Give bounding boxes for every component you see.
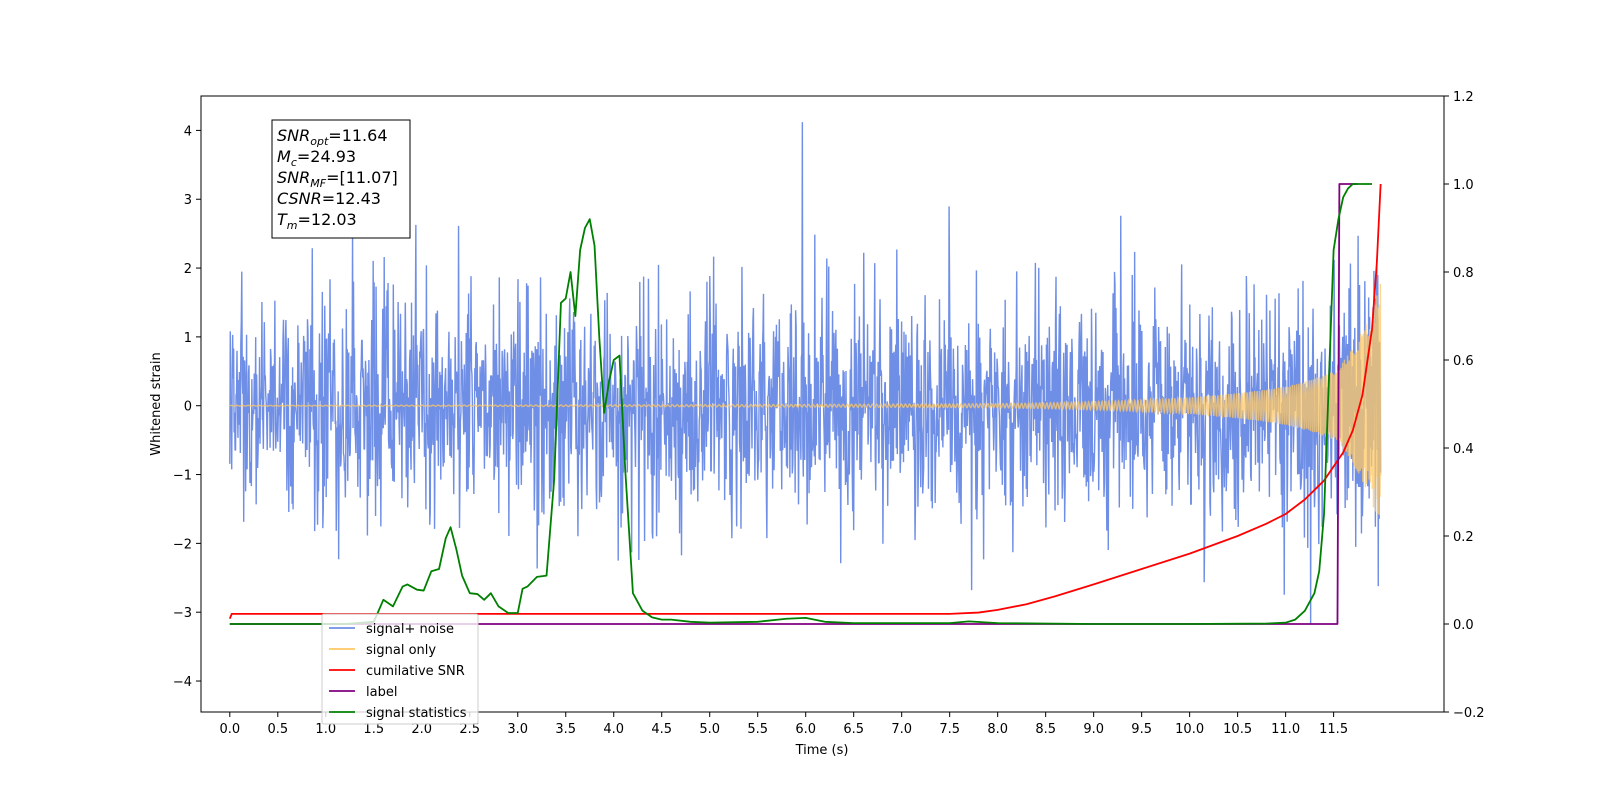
x-tick-label: 9.5 bbox=[1131, 722, 1152, 737]
x-tick-label: 6.5 bbox=[843, 722, 864, 737]
y-axis-right: −0.2 0.0 0.2 0.4 0.6 0.8 1.0 1.2 bbox=[1444, 90, 1485, 721]
x-tick-label: 7.5 bbox=[939, 722, 960, 737]
y-left-tick-label: −4 bbox=[173, 675, 192, 690]
y-right-tick-label: 0.4 bbox=[1453, 442, 1474, 457]
x-tick-label: 7.0 bbox=[891, 722, 912, 737]
x-tick-label: 8.5 bbox=[1035, 722, 1056, 737]
x-tick-label: 4.5 bbox=[651, 722, 672, 737]
legend-label: label bbox=[366, 685, 397, 700]
x-tick-label: 8.0 bbox=[987, 722, 1008, 737]
y-right-tick-label: 1.2 bbox=[1453, 90, 1474, 105]
series-signal-statistics-line bbox=[229, 183, 1373, 625]
x-tick-label: 11.5 bbox=[1319, 722, 1348, 737]
y-axis-label: Whitened strain bbox=[149, 352, 164, 455]
y-right-tick-label: 0.2 bbox=[1453, 530, 1474, 545]
y-left-tick-label: −1 bbox=[173, 469, 192, 484]
legend-label: signal+ noise bbox=[366, 622, 454, 637]
y-left-tick-label: 4 bbox=[184, 124, 192, 139]
annotation-line: Tm=12.03 bbox=[277, 210, 357, 232]
y-axis-left: −4 −3 −2 −1 0 1 2 3 4 bbox=[173, 124, 201, 690]
y-left-tick-label: 1 bbox=[184, 331, 192, 346]
x-tick-label: 2.5 bbox=[459, 722, 480, 737]
y-left-tick-label: 3 bbox=[184, 193, 192, 208]
series-signal-plus-noise-line bbox=[229, 122, 1382, 624]
legend-label: cumilative SNR bbox=[366, 664, 465, 679]
annotation-line: SNRopt=11.64 bbox=[277, 126, 388, 148]
y-left-tick-label: −2 bbox=[173, 537, 192, 552]
annotation-line: Mc=24.93 bbox=[277, 147, 356, 169]
plot-area bbox=[228, 122, 1382, 625]
x-tick-label: 1.0 bbox=[315, 722, 336, 737]
legend: signal+ noise signal only cumilative SNR la… bbox=[321, 613, 479, 725]
y-left-tick-label: 2 bbox=[184, 262, 192, 277]
x-tick-label: 11.0 bbox=[1271, 722, 1300, 737]
y-right-tick-label: 0.6 bbox=[1453, 354, 1474, 369]
x-tick-label: 5.5 bbox=[747, 722, 768, 737]
annotation-frame bbox=[271, 119, 411, 239]
x-axis: 0.0 0.5 1.0 1.5 2.0 2.5 3.0 3.5 4.0 4.5 5.0 5.5 6.0 6… bbox=[219, 712, 1348, 737]
y-left-tick-label: −3 bbox=[173, 606, 192, 621]
series-signal-only-line bbox=[229, 284, 1382, 516]
x-tick-label: 5.0 bbox=[699, 722, 720, 737]
y-right-tick-label: 1.0 bbox=[1453, 178, 1474, 193]
y-left-tick-label: 0 bbox=[184, 400, 192, 415]
x-tick-label: 0.5 bbox=[267, 722, 288, 737]
x-tick-label: 2.0 bbox=[411, 722, 432, 737]
x-tick-label: 9.0 bbox=[1083, 722, 1104, 737]
y-right-tick-label: −0.2 bbox=[1453, 706, 1485, 721]
x-tick-label: 1.5 bbox=[363, 722, 384, 737]
x-tick-label: 3.5 bbox=[555, 722, 576, 737]
series-cumulative-snr-line bbox=[228, 183, 1382, 620]
x-axis-label: Time (s) bbox=[795, 743, 849, 758]
legend-label: signal only bbox=[366, 643, 436, 658]
x-tick-label: 3.0 bbox=[507, 722, 528, 737]
x-tick-label: 4.0 bbox=[603, 722, 624, 737]
plot-frame bbox=[200, 95, 1445, 713]
annotation-line: CSNR=12.43 bbox=[277, 189, 381, 208]
x-tick-label: 0.0 bbox=[219, 722, 240, 737]
x-tick-label: 10.0 bbox=[1175, 722, 1204, 737]
y-right-tick-label: 0.0 bbox=[1453, 618, 1474, 633]
annotation-box: SNRopt=11.64Mc=24.93SNRMF=[11.07]CSNR=12… bbox=[271, 119, 411, 239]
legend-frame bbox=[321, 613, 479, 725]
series-label-line bbox=[229, 183, 1358, 625]
x-tick-label: 6.0 bbox=[795, 722, 816, 737]
legend-label: signal statistics bbox=[366, 706, 467, 721]
x-tick-label: 10.5 bbox=[1223, 722, 1252, 737]
y-right-tick-label: 0.8 bbox=[1453, 266, 1474, 281]
annotation-line: SNRMF=[11.07] bbox=[277, 168, 398, 190]
